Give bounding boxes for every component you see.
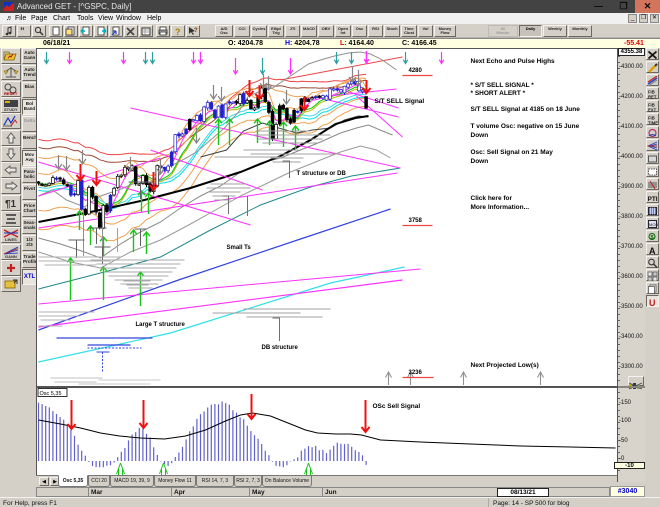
svg-text:FIB: FIB [648,116,655,121]
svg-text:¶1: ¶1 [5,199,17,210]
svg-text:3758: 3758 [409,218,423,224]
svg-text:T volume Osc: negative on 15 J: T volume Osc: negative on 15 June [471,123,580,130]
svg-text:4280: 4280 [409,68,423,74]
svg-text:OSc Sell Signal: OSc Sell Signal [373,403,421,410]
svg-text:?: ? [175,27,181,36]
svg-text:PTI: PTI [648,196,658,203]
svg-text:S/T SELL Signal at 4185 on 18: S/T SELL Signal at 4185 on 18 June [471,106,581,113]
svg-text:TIME: TIME [648,121,658,126]
svg-text:S/T SELL Signal: S/T SELL Signal [375,98,425,105]
svg-text:RESET: RESET [4,91,18,96]
svg-text:?: ? [194,28,198,34]
svg-text:Next Projected Low(s): Next Projected Low(s) [471,362,539,369]
svg-text:Down: Down [471,132,489,139]
svg-text:Elliott: Elliott [3,124,12,128]
svg-text:FIB: FIB [648,103,655,108]
svg-text:Down: Down [471,158,489,165]
svg-text:MOB: MOB [649,222,658,227]
svg-text:Osc 5,35: Osc 5,35 [40,391,62,397]
svg-text:RET: RET [648,95,657,100]
svg-text:Click here for: Click here for [471,195,513,202]
svg-text:3236: 3236 [409,370,423,376]
svg-text:Next Echo and Pulse Highs: Next Echo and Pulse Highs [471,58,556,65]
svg-text:U: U [649,298,656,307]
svg-text:A: A [649,246,656,255]
svg-text:”: ” [20,26,25,36]
svg-text:Small Ts: Small Ts [227,245,252,251]
svg-text:GANN: GANN [5,254,17,259]
svg-text:* SHORT ALERT *: * SHORT ALERT * [471,90,526,97]
svg-text:More Information...: More Information... [471,204,530,211]
svg-text:EXT: EXT [648,108,657,113]
svg-text:T structure or DB: T structure or DB [297,171,347,177]
svg-text:FIB: FIB [648,90,655,95]
svg-text:Osc: Sell Signal on 21 May: Osc: Sell Signal on 21 May [471,149,554,156]
svg-text:DB structure: DB structure [262,345,299,351]
svg-text:STUDY: STUDY [4,107,18,112]
svg-text:* S/T SELL SIGNAL *: * S/T SELL SIGNAL * [471,82,535,89]
svg-text:Large T structure: Large T structure [136,322,186,328]
svg-text:LINES: LINES [5,237,17,242]
svg-text:$: $ [651,235,654,241]
